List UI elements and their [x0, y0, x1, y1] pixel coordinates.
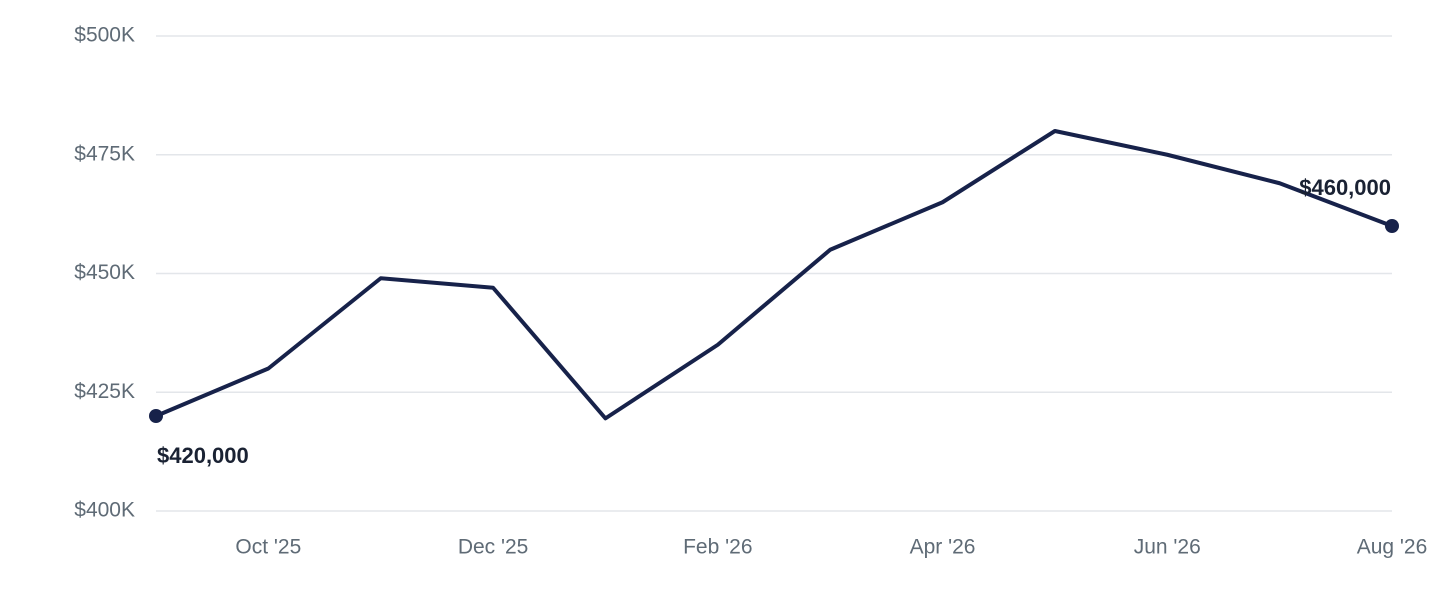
- y-tick-label: $425K: [74, 380, 135, 403]
- point-marker: [1385, 219, 1399, 233]
- y-tick-label: $475K: [74, 142, 135, 165]
- point-marker: [149, 409, 163, 423]
- y-tick-label: $450K: [74, 261, 135, 284]
- data-label: $420,000: [157, 443, 249, 468]
- data-label: $460,000: [1299, 175, 1391, 200]
- x-tick-label: Aug '26: [1357, 536, 1428, 559]
- y-tick-label: $400K: [74, 499, 135, 522]
- y-tick-label: $500K: [74, 24, 135, 47]
- x-tick-label: Dec '25: [458, 536, 529, 559]
- x-tick-label: Jun '26: [1134, 536, 1201, 559]
- x-tick-label: Feb '26: [683, 536, 752, 559]
- x-tick-label: Apr '26: [910, 536, 976, 559]
- line: [155, 129, 1393, 421]
- x-tick-label: Oct '25: [235, 536, 301, 559]
